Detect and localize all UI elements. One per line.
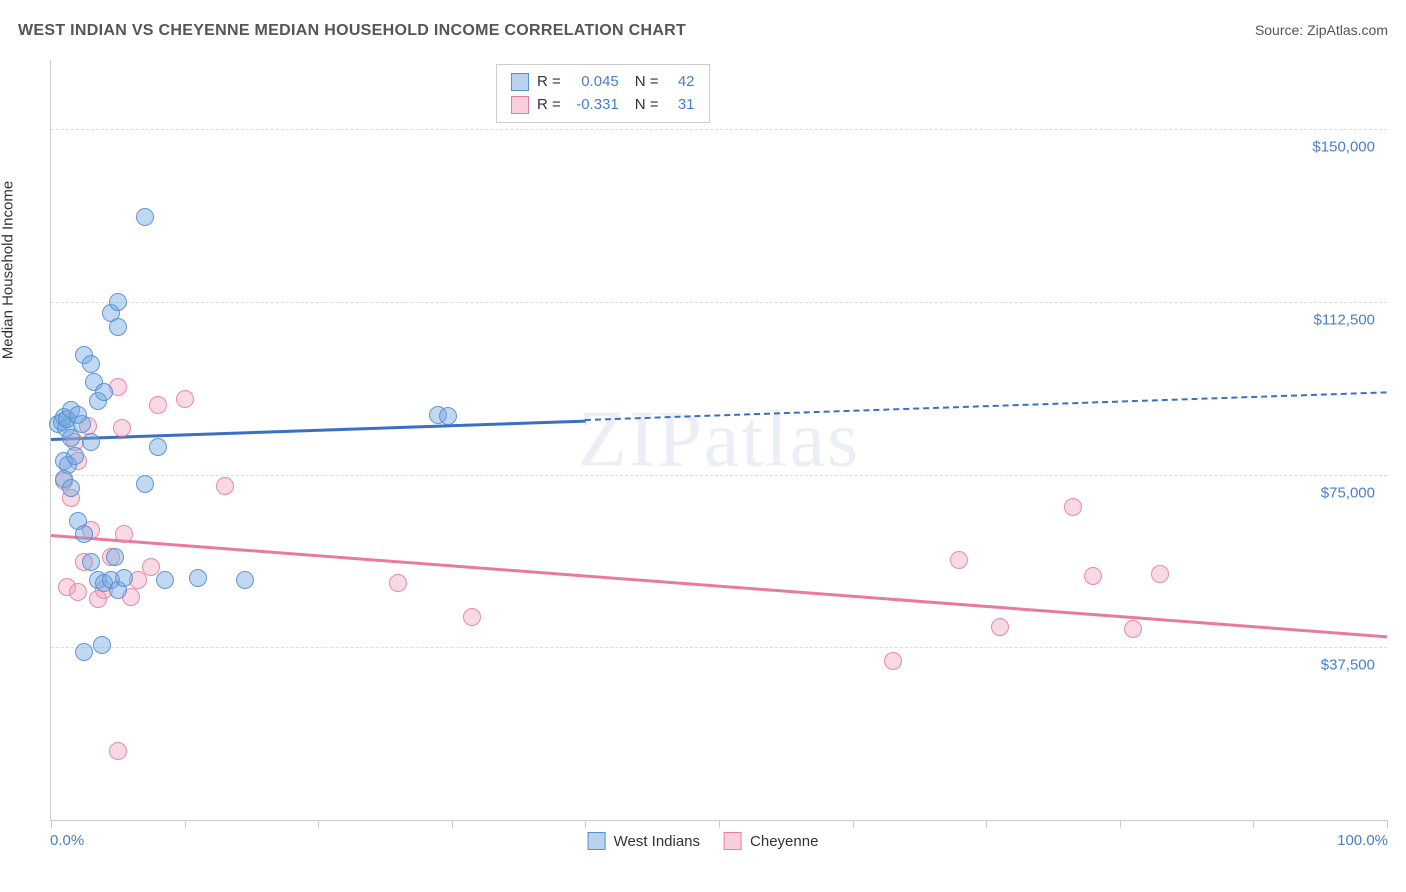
y-tick-label: $75,000 xyxy=(1321,484,1375,501)
data-point-blue xyxy=(62,479,80,497)
data-point-blue xyxy=(82,355,100,373)
swatch-pink-icon xyxy=(724,832,742,850)
data-point-blue xyxy=(75,525,93,543)
data-point-pink xyxy=(176,390,194,408)
stats-row-blue: R = 0.045 N = 42 xyxy=(511,71,695,94)
data-point-blue xyxy=(109,318,127,336)
x-tick xyxy=(1253,820,1254,828)
data-point-pink xyxy=(1084,567,1102,585)
data-point-blue xyxy=(115,569,133,587)
x-tick xyxy=(719,820,720,828)
data-point-blue xyxy=(95,383,113,401)
data-point-pink xyxy=(950,551,968,569)
data-point-pink xyxy=(216,477,234,495)
legend-item-pink: Cheyenne xyxy=(724,832,818,850)
n-label: N = xyxy=(635,94,659,117)
data-point-blue xyxy=(106,548,124,566)
stats-row-pink: R = -0.331 N = 31 xyxy=(511,94,695,117)
swatch-blue-icon xyxy=(511,73,529,91)
y-axis-label: Median Household Income xyxy=(0,181,17,359)
n-label: N = xyxy=(635,71,659,94)
data-point-pink xyxy=(115,525,133,543)
y-tick-label: $112,500 xyxy=(1314,311,1375,328)
chart-title: WEST INDIAN VS CHEYENNE MEDIAN HOUSEHOLD… xyxy=(18,22,686,40)
y-tick-label: $37,500 xyxy=(1321,657,1375,674)
y-tick-label: $150,000 xyxy=(1312,139,1375,156)
data-point-blue xyxy=(136,475,154,493)
data-point-pink xyxy=(991,618,1009,636)
data-point-blue xyxy=(439,407,457,425)
x-tick xyxy=(452,820,453,828)
data-point-blue xyxy=(149,438,167,456)
n-value-pink: 31 xyxy=(667,94,695,117)
data-point-blue xyxy=(109,293,127,311)
data-point-blue xyxy=(73,415,91,433)
data-point-pink xyxy=(463,608,481,626)
legend: West Indians Cheyenne xyxy=(588,832,819,850)
x-tick xyxy=(318,820,319,828)
gridline xyxy=(51,129,1387,130)
r-label: R = xyxy=(537,71,561,94)
data-point-blue xyxy=(75,643,93,661)
data-point-pink xyxy=(389,574,407,592)
legend-label-blue: West Indians xyxy=(614,833,700,850)
data-point-blue xyxy=(66,447,84,465)
x-tick xyxy=(51,820,52,828)
trend-line xyxy=(51,419,585,440)
data-point-blue xyxy=(82,433,100,451)
x-tick xyxy=(185,820,186,828)
gridline xyxy=(51,647,1387,648)
trend-line xyxy=(585,392,1387,422)
data-point-pink xyxy=(1064,498,1082,516)
plot-area: ZIPatlas R = 0.045 N = 42 R = -0.331 N =… xyxy=(50,60,1387,821)
stats-box: R = 0.045 N = 42 R = -0.331 N = 31 xyxy=(496,64,710,123)
legend-item-blue: West Indians xyxy=(588,832,700,850)
x-tick xyxy=(585,820,586,828)
correlation-chart: WEST INDIAN VS CHEYENNE MEDIAN HOUSEHOLD… xyxy=(0,0,1406,892)
swatch-pink-icon xyxy=(511,96,529,114)
data-point-pink xyxy=(69,583,87,601)
chart-source: Source: ZipAtlas.com xyxy=(1255,22,1388,38)
watermark: ZIPatlas xyxy=(578,395,861,486)
x-tick xyxy=(1387,820,1388,828)
data-point-pink xyxy=(149,396,167,414)
x-axis-max-label: 100.0% xyxy=(1337,832,1388,849)
n-value-blue: 42 xyxy=(667,71,695,94)
x-tick xyxy=(1120,820,1121,828)
x-tick xyxy=(986,820,987,828)
data-point-pink xyxy=(1151,565,1169,583)
data-point-blue xyxy=(93,636,111,654)
data-point-blue xyxy=(156,571,174,589)
data-point-blue xyxy=(189,569,207,587)
x-tick xyxy=(853,820,854,828)
gridline xyxy=(51,302,1387,303)
swatch-blue-icon xyxy=(588,832,606,850)
data-point-pink xyxy=(1124,620,1142,638)
r-label: R = xyxy=(537,94,561,117)
gridline xyxy=(51,475,1387,476)
data-point-blue xyxy=(136,208,154,226)
r-value-pink: -0.331 xyxy=(569,94,619,117)
r-value-blue: 0.045 xyxy=(569,71,619,94)
legend-label-pink: Cheyenne xyxy=(750,833,818,850)
x-axis-min-label: 0.0% xyxy=(50,832,84,849)
data-point-pink xyxy=(113,419,131,437)
data-point-blue xyxy=(82,553,100,571)
data-point-pink xyxy=(109,742,127,760)
data-point-blue xyxy=(236,571,254,589)
data-point-pink xyxy=(884,652,902,670)
